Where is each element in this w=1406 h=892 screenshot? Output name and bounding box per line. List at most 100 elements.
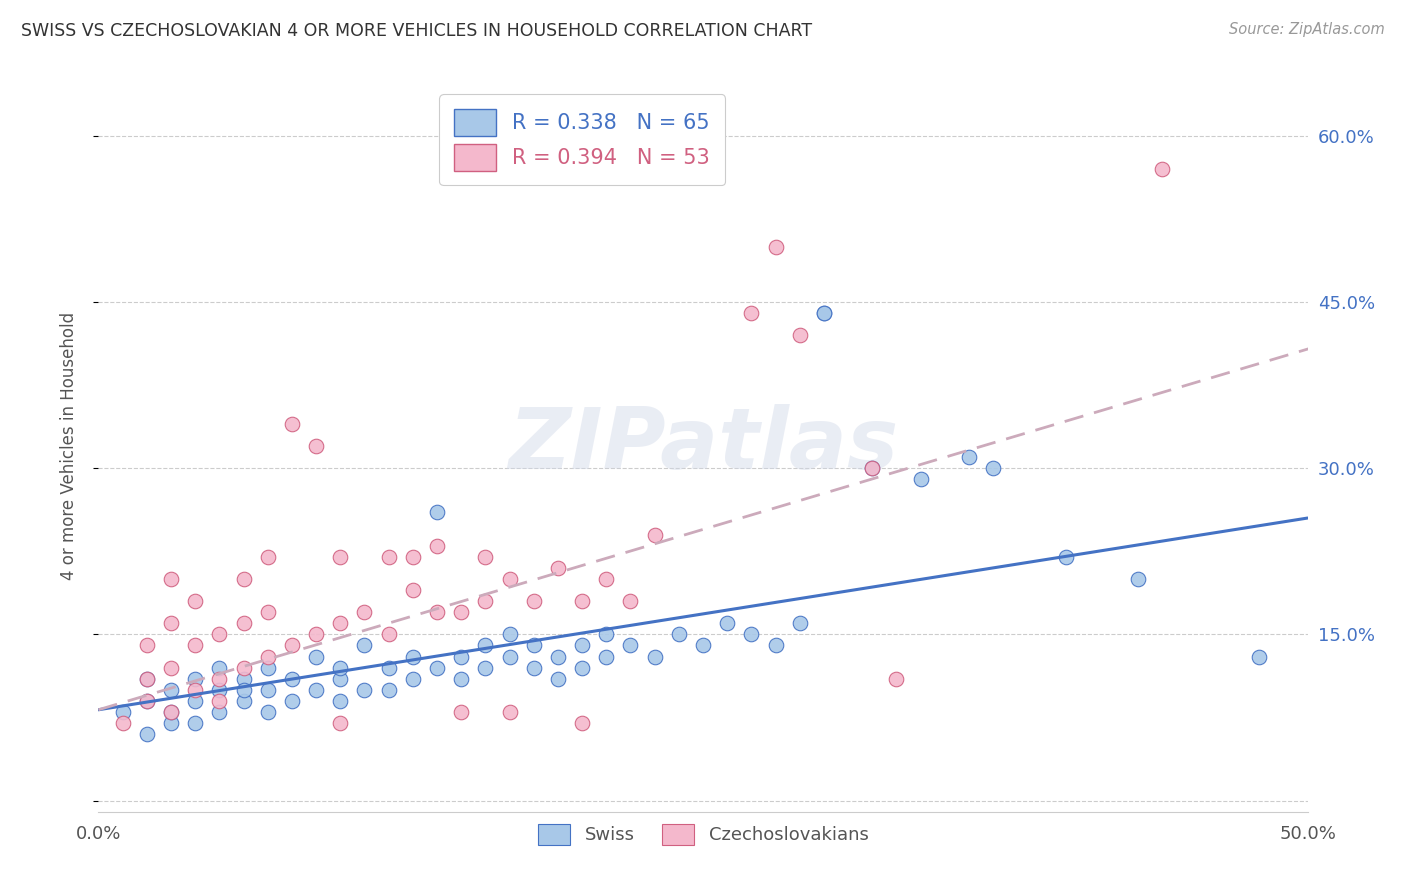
Point [160,572,183,586]
Point [402,583,425,598]
Point [426,660,449,674]
Point [160,616,183,631]
Point [498,649,520,664]
Point [619,639,641,653]
Point [402,549,425,564]
Point [523,594,546,608]
Point [208,660,231,674]
Point [1249,649,1271,664]
Point [329,694,352,708]
Point [111,716,134,731]
Point [547,561,569,575]
Text: ZIPatlas: ZIPatlas [508,404,898,488]
Text: SWISS VS CZECHOSLOVAKIAN 4 OR MORE VEHICLES IN HOUSEHOLD CORRELATION CHART: SWISS VS CZECHOSLOVAKIAN 4 OR MORE VEHIC… [21,22,813,40]
Point [281,639,304,653]
Point [160,705,183,719]
Point [860,461,883,475]
Point [353,682,375,697]
Point [571,716,593,731]
Point [523,660,546,674]
Point [135,639,157,653]
Point [813,306,835,320]
Point [716,616,738,631]
Y-axis label: 4 or more Vehicles in Household: 4 or more Vehicles in Household [59,312,77,580]
Point [571,594,593,608]
Point [377,682,399,697]
Point [474,594,496,608]
Point [232,694,254,708]
Point [232,572,254,586]
Point [353,605,375,619]
Point [256,605,278,619]
Point [571,660,593,674]
Point [256,660,278,674]
Point [208,694,231,708]
Point [1054,549,1077,564]
Point [595,649,617,664]
Point [208,627,231,641]
Point [474,639,496,653]
Point [547,672,569,686]
Point [813,306,835,320]
Point [232,672,254,686]
Point [281,417,304,431]
Point [860,461,883,475]
Point [450,672,472,686]
Point [160,682,183,697]
Legend: Swiss, Czechoslovakians: Swiss, Czechoslovakians [529,815,877,854]
Point [160,660,183,674]
Point [619,594,641,608]
Point [450,605,472,619]
Point [208,705,231,719]
Point [329,716,352,731]
Point [547,649,569,664]
Point [135,727,157,741]
Point [256,682,278,697]
Point [353,639,375,653]
Point [111,705,134,719]
Point [281,672,304,686]
Point [450,705,472,719]
Point [184,672,207,686]
Point [329,549,352,564]
Point [426,506,449,520]
Point [571,639,593,653]
Point [305,439,328,453]
Point [305,682,328,697]
Point [208,682,231,697]
Point [135,672,157,686]
Point [184,594,207,608]
Point [305,627,328,641]
Point [305,649,328,664]
Point [256,705,278,719]
Point [135,694,157,708]
Point [765,639,787,653]
Point [184,682,207,697]
Point [981,461,1004,475]
Point [426,539,449,553]
Point [402,649,425,664]
Point [160,716,183,731]
Point [789,616,811,631]
Point [377,627,399,641]
Point [1128,572,1150,586]
Point [957,450,980,464]
Point [595,572,617,586]
Point [281,694,304,708]
Point [474,660,496,674]
Point [644,649,666,664]
Point [474,549,496,564]
Point [450,649,472,664]
Point [135,672,157,686]
Point [184,716,207,731]
Point [740,306,762,320]
Point [256,549,278,564]
Point [232,682,254,697]
Point [208,672,231,686]
Point [668,627,690,641]
Text: Source: ZipAtlas.com: Source: ZipAtlas.com [1229,22,1385,37]
Point [498,572,520,586]
Point [184,694,207,708]
Point [329,672,352,686]
Point [692,639,714,653]
